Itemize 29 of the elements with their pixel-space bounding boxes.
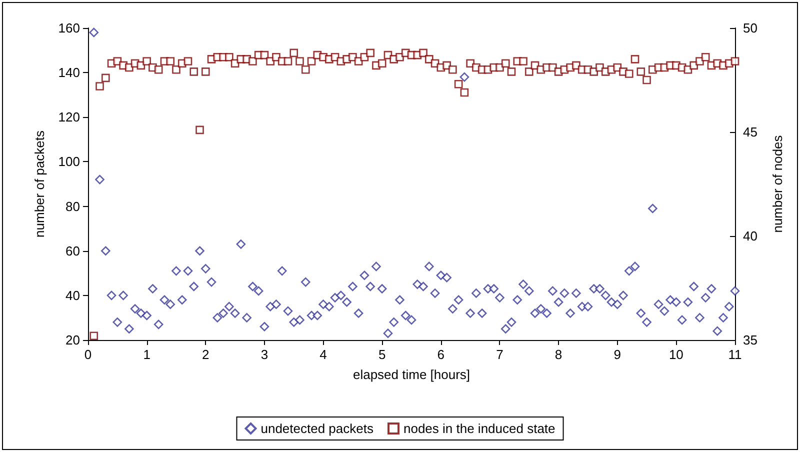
- y-tick-label: 100: [58, 154, 80, 170]
- x-tick-label: 10: [668, 347, 684, 362]
- x-tick-label: 8: [554, 347, 562, 362]
- y2-tick-label: 45: [743, 124, 758, 140]
- x-tick-label: 6: [437, 347, 445, 362]
- y-tick-label: 160: [58, 20, 80, 36]
- x-tick-label: 4: [320, 347, 327, 362]
- y-tick-label: 80: [66, 198, 80, 214]
- y-axis-title: number of packets: [32, 130, 47, 238]
- y2-tick-label: 40: [743, 228, 758, 244]
- y2-axis-title: number of nodes: [770, 134, 785, 233]
- x-tick-label: 5: [378, 347, 386, 362]
- x-axis-title: elapsed time [hours]: [352, 367, 470, 382]
- x-tick-label: 1: [143, 347, 150, 362]
- legend-label: undetected packets: [260, 421, 374, 436]
- x-tick-label: 2: [202, 347, 210, 362]
- x-tick-label: 0: [84, 347, 92, 362]
- x-tick-label: 7: [496, 347, 504, 362]
- y2-tick-label: 35: [743, 332, 758, 348]
- legend-label: nodes in the induced state: [403, 421, 556, 436]
- x-tick-label: 11: [728, 347, 742, 362]
- x-tick-label: 9: [614, 347, 621, 362]
- y-tick-label: 120: [58, 110, 80, 125]
- y-tick-label: 20: [66, 332, 80, 348]
- y2-tick-label: 50: [743, 20, 758, 36]
- y-tick-label: 40: [66, 288, 80, 303]
- y-tick-label: 60: [66, 243, 80, 258]
- y-tick-label: 140: [58, 65, 80, 80]
- x-tick-label: 3: [260, 347, 268, 362]
